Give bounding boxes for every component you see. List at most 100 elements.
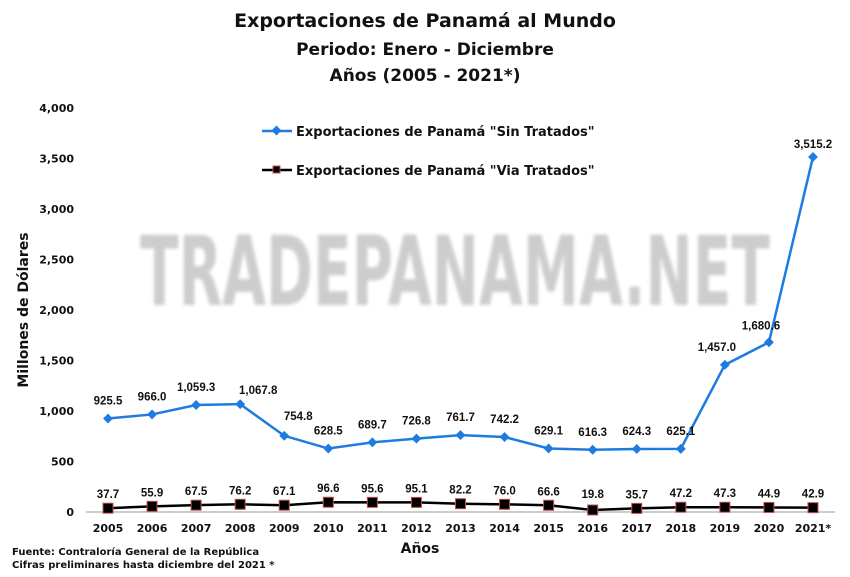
data-point — [367, 437, 378, 448]
data-point — [279, 430, 290, 441]
y-axis-title: Millones de Dólares — [16, 232, 32, 387]
data-label: 754.8 — [284, 411, 313, 423]
series-1: 37.7 55.9 67.5 76.2 67.1 96.6 95.6 95.1 82.2 76.0… — [97, 483, 824, 516]
data-label: 742.2 — [490, 414, 519, 426]
data-point — [234, 498, 246, 510]
data-label: 42.9 — [802, 489, 824, 501]
data-label: 47.2 — [670, 488, 692, 500]
data-point — [499, 498, 511, 510]
data-label: 19.8 — [581, 489, 604, 501]
data-point — [587, 504, 599, 516]
data-point — [675, 443, 686, 454]
data-point — [807, 502, 819, 514]
legend-marker-diamond — [271, 125, 282, 136]
data-point — [411, 433, 422, 444]
data-point — [763, 337, 774, 348]
data-point — [719, 501, 731, 513]
y-tick-label: 4,000 — [39, 102, 74, 115]
data-label: 82.2 — [449, 485, 471, 497]
data-point — [543, 443, 554, 454]
x-tick-label: 2014 — [489, 522, 520, 535]
data-label: 925.5 — [94, 396, 123, 408]
data-label: 624.3 — [622, 426, 651, 438]
x-tick-label: 2021* — [795, 522, 832, 535]
x-tick-label: 2013 — [445, 522, 476, 535]
y-tick-label: 1,500 — [39, 355, 74, 368]
data-label: 629.1 — [534, 425, 563, 437]
chart-title: Exportaciones de Panamá al Mundo — [234, 10, 616, 32]
data-label: 44.9 — [758, 488, 780, 500]
data-label: 76.2 — [229, 485, 251, 497]
footer-source: Fuente: Contraloría General de la Repúbl… — [12, 547, 260, 558]
y-tick-label: 500 — [51, 456, 74, 469]
data-point — [455, 498, 466, 510]
data-label: 966.0 — [138, 391, 167, 403]
data-point — [587, 444, 598, 455]
data-label: 35.7 — [626, 489, 648, 501]
legend-item-via-tratados: Exportaciones de Panamá "Via Tratados" — [262, 164, 595, 179]
data-label: 66.6 — [537, 486, 559, 498]
data-point — [191, 400, 202, 410]
x-axis-title: Años — [401, 541, 440, 557]
legend: Exportaciones de Panamá "Sin Tratados" E… — [262, 125, 595, 179]
data-point — [102, 502, 114, 514]
data-point — [366, 496, 378, 508]
legend-marker-square — [272, 165, 281, 174]
data-label: 95.1 — [405, 483, 428, 495]
y-tick-label: 2,000 — [39, 304, 74, 317]
data-point — [499, 432, 510, 442]
data-point — [323, 443, 334, 454]
x-tick-label: 2015 — [533, 522, 564, 535]
x-tick-label: 2012 — [401, 522, 432, 535]
data-label: 628.5 — [314, 426, 343, 438]
data-point — [455, 430, 466, 441]
data-label: 1,059.3 — [177, 382, 215, 394]
data-point — [146, 500, 158, 512]
data-label: 37.7 — [97, 489, 119, 501]
x-tick-label: 2009 — [269, 522, 300, 535]
chart-subtitle-period: Periodo: Enero - Diciembre — [296, 40, 554, 60]
data-label: 55.9 — [141, 487, 163, 499]
data-label: 1,457.0 — [698, 342, 736, 354]
x-tick-label: 2017 — [621, 522, 652, 535]
data-point — [278, 499, 290, 511]
data-point — [322, 496, 334, 508]
data-label: 67.1 — [273, 486, 296, 498]
legend-item-sin-tratados: Exportaciones de Panamá "Sin Tratados" — [262, 125, 595, 140]
data-label: 1,067.8 — [239, 385, 278, 397]
legend-label: Exportaciones de Panamá "Via Tratados" — [296, 164, 595, 179]
y-tick-label: 3,000 — [39, 203, 74, 216]
x-tick-label: 2019 — [710, 522, 741, 535]
data-label: 761.7 — [446, 412, 475, 424]
data-point — [631, 502, 643, 514]
y-tick-label: 2,500 — [39, 254, 74, 267]
data-label: 625.1 — [666, 426, 695, 438]
legend-label: Exportaciones de Panamá "Sin Tratados" — [296, 125, 595, 140]
data-label: 726.8 — [402, 416, 431, 428]
data-label: 616.3 — [578, 427, 607, 439]
footer-note: Cifras preliminares hasta diciembre del … — [12, 560, 275, 571]
data-label: 76.0 — [493, 485, 515, 497]
x-tick-label: 2020 — [754, 522, 785, 535]
watermark: TRADEPANAMA.NET — [140, 216, 770, 328]
chart-subtitle-years: Años (2005 - 2021*) — [329, 66, 521, 86]
data-label: 3,515.2 — [794, 139, 832, 151]
data-point — [235, 399, 246, 410]
x-tick-label: 2010 — [313, 522, 344, 535]
data-point — [763, 501, 775, 513]
x-tick-label: 2018 — [666, 522, 697, 535]
data-point — [410, 496, 422, 508]
data-label: 96.6 — [317, 483, 339, 495]
y-tick-label: 1,000 — [39, 405, 74, 418]
y-tick-label: 3,500 — [39, 153, 74, 166]
data-point — [675, 501, 687, 513]
data-point — [147, 409, 158, 420]
data-label: 47.3 — [714, 488, 736, 500]
x-tick-label: 2008 — [225, 522, 256, 535]
x-tick-label: 2016 — [577, 522, 608, 535]
data-point — [543, 499, 555, 511]
data-label: 95.6 — [361, 483, 383, 495]
data-label: 689.7 — [358, 419, 387, 431]
